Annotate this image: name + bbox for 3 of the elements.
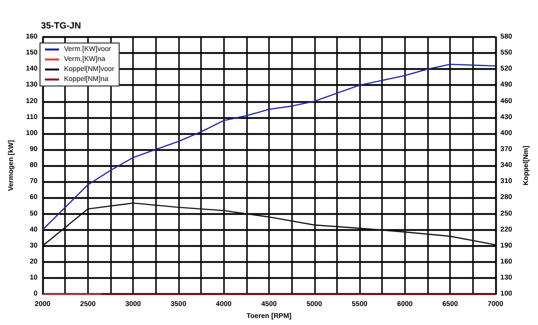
line-series xyxy=(42,64,496,230)
line-series xyxy=(42,202,496,246)
chart-title: 35-TG-JN xyxy=(41,20,82,30)
